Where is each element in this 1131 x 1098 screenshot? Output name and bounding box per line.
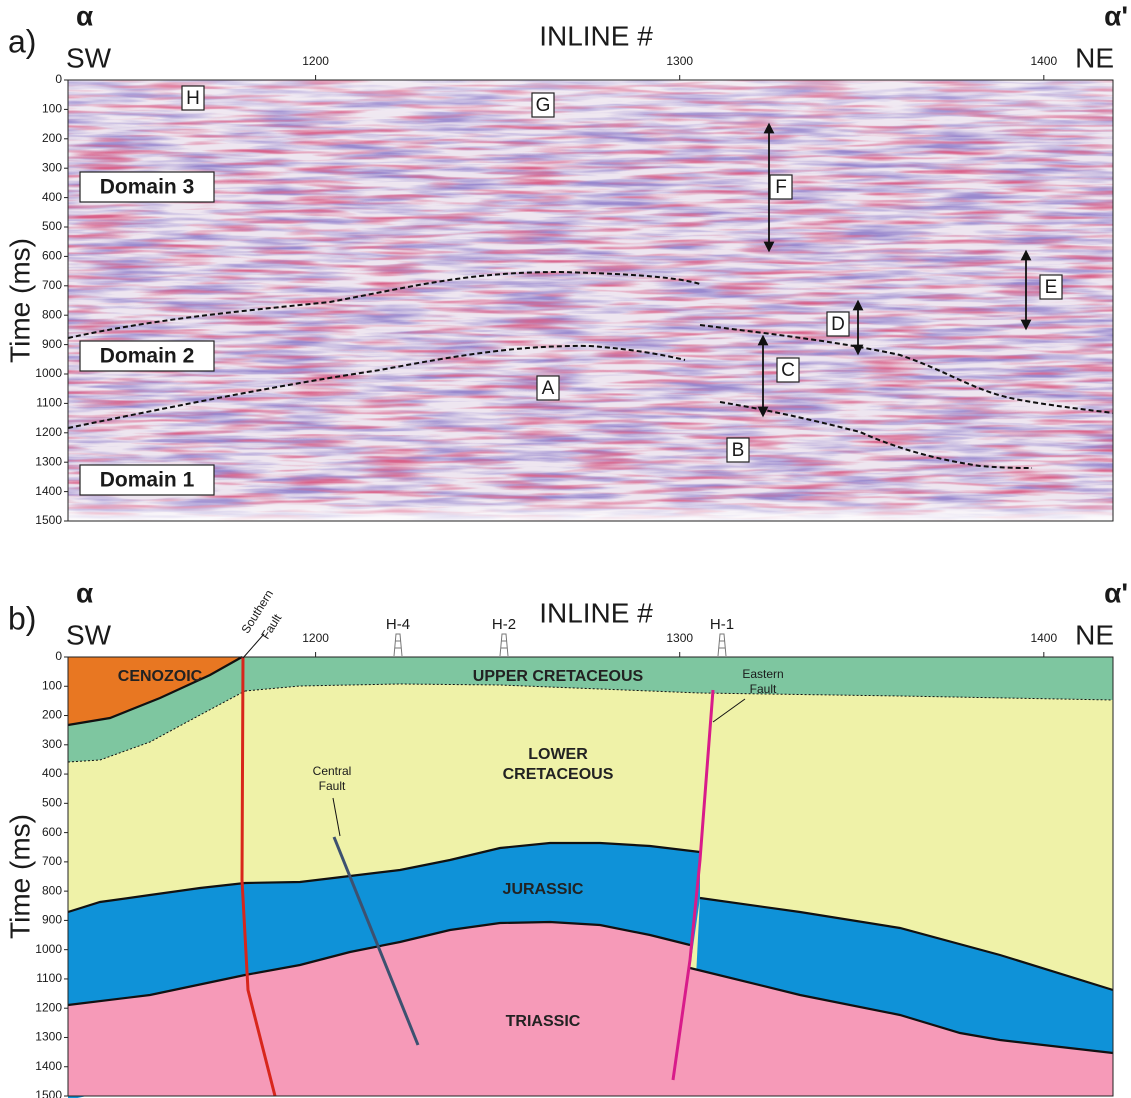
y-tick-label: 400 [42, 766, 62, 780]
y-tick-label: 200 [42, 708, 62, 722]
panel-label: a) [8, 23, 36, 59]
unit-label: CRETACEOUS [503, 766, 614, 783]
y-tick-label: 1000 [35, 942, 62, 956]
y-tick-label: 300 [42, 160, 62, 174]
y-tick-label: 600 [42, 825, 62, 839]
direction-right: NE [1075, 619, 1114, 650]
axis-title: INLINE # [539, 597, 653, 628]
well-label: H-2 [492, 616, 516, 633]
y-tick-label: 300 [42, 737, 62, 751]
plot-frame [67, 656, 1114, 1097]
feature-label: A [542, 378, 555, 399]
y-tick-label: 200 [42, 131, 62, 145]
y-tick-label: 1500 [35, 513, 62, 527]
y-tick-label: 500 [42, 219, 62, 233]
x-tick-label: 1400 [1030, 54, 1057, 68]
y-tick-label: 700 [42, 278, 62, 292]
y-tick-label: 900 [42, 337, 62, 351]
section-start: α [76, 0, 93, 31]
x-tick-label: 1200 [302, 54, 329, 68]
unit-label: LOWER [528, 746, 588, 763]
y-axis-label: Time (ms) [4, 814, 35, 939]
feature-label: E [1045, 277, 1058, 298]
domain-box [79, 171, 215, 203]
domain-label: Domain 2 [100, 345, 195, 368]
feature-label: C [781, 360, 795, 381]
domain-label: Domain 1 [100, 469, 195, 492]
well-label: H-1 [710, 616, 734, 633]
domain-box [79, 464, 215, 496]
domain-label: Domain 3 [100, 176, 195, 199]
feature-label: D [831, 314, 845, 335]
axis-title: INLINE # [539, 20, 653, 51]
well-label: H-4 [386, 616, 410, 633]
y-tick-label: 1000 [35, 366, 62, 380]
feature-box [769, 174, 793, 200]
fault-label: Fault [319, 779, 346, 793]
y-tick-label: 1400 [35, 484, 62, 498]
feature-box [181, 85, 205, 111]
geologic-section [67, 633, 1114, 1098]
y-tick-label: 1400 [35, 1059, 62, 1073]
y-tick-label: 0 [55, 72, 62, 86]
x-tick-label: 1200 [302, 631, 329, 645]
y-tick-label: 1200 [35, 1000, 62, 1014]
unit-label: UPPER CRETACEOUS [473, 668, 644, 685]
y-tick-label: 100 [42, 102, 62, 116]
section-end: α' [1104, 0, 1128, 31]
panel-label: b) [8, 600, 36, 636]
feature-label: B [732, 440, 745, 461]
y-tick-label: 800 [42, 883, 62, 897]
y-tick-label: 900 [42, 913, 62, 927]
y-tick-label: 500 [42, 796, 62, 810]
feature-box [531, 92, 555, 118]
y-tick-label: 100 [42, 678, 62, 692]
unit-label: CENOZOIC [118, 668, 203, 685]
arrows [757, 122, 1032, 418]
feature-label: H [186, 88, 200, 109]
x-tick-label: 1400 [1030, 631, 1057, 645]
y-tick-label: 600 [42, 249, 62, 263]
seismic-section [68, 80, 1113, 521]
x-tick-label: 1300 [666, 631, 693, 645]
y-tick-label: 800 [42, 307, 62, 321]
feature-box [826, 311, 850, 337]
plot-frame [67, 79, 1114, 522]
y-tick-label: 1300 [35, 454, 62, 468]
unit-label: TRIASSIC [506, 1013, 581, 1030]
y-tick-label: 1500 [35, 1088, 62, 1098]
feature-box [536, 375, 560, 401]
fault-label: Central [313, 764, 352, 778]
y-tick-label: 400 [42, 190, 62, 204]
feature-box [1039, 274, 1063, 300]
x-tick-label: 1300 [666, 54, 693, 68]
direction-left: SW [66, 42, 112, 73]
fault-label: Eastern [742, 667, 783, 681]
y-tick-label: 1200 [35, 425, 62, 439]
horizons [67, 270, 1114, 469]
y-tick-label: 0 [55, 649, 62, 663]
y-tick-label: 1100 [36, 971, 62, 985]
y-tick-label: 700 [42, 854, 62, 868]
domain-box [79, 340, 215, 372]
well-icons [393, 633, 727, 657]
unit-label: JURASSIC [503, 881, 584, 898]
feature-box [776, 357, 800, 383]
fault-label: Fault [750, 682, 777, 696]
direction-left: SW [66, 619, 112, 650]
feature-box [726, 437, 750, 463]
section-start: α [76, 577, 93, 608]
section-end: α' [1104, 577, 1128, 608]
feature-label: F [775, 177, 787, 198]
feature-label: G [536, 95, 551, 116]
y-tick-label: 1100 [36, 396, 62, 410]
direction-right: NE [1075, 42, 1114, 73]
y-tick-label: 1300 [35, 1030, 62, 1044]
y-axis-label: Time (ms) [4, 238, 35, 363]
